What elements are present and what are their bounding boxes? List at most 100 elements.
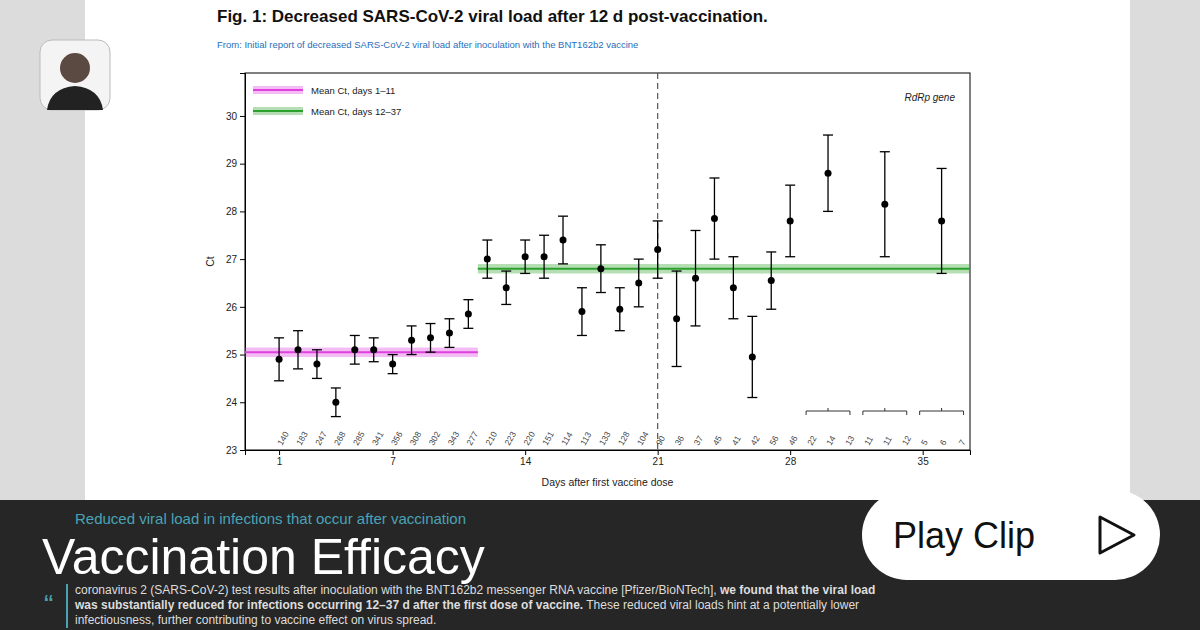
data-point [522, 253, 529, 260]
data-point [825, 170, 832, 177]
error-bar-cap [596, 244, 606, 245]
error-bar-cap [350, 335, 360, 336]
x-tick: 7 [390, 450, 396, 467]
error-bar-cap [331, 387, 341, 388]
error-bar [615, 288, 625, 331]
error-bar [785, 185, 795, 257]
sample-size-label: 285 [351, 429, 367, 447]
data-point [446, 330, 453, 337]
x-tick-label: 1 [277, 456, 283, 467]
error-bar [880, 152, 890, 257]
x-tick-label: 7 [390, 456, 396, 467]
sample-size-label: 104 [635, 429, 651, 447]
data-point [295, 346, 302, 353]
plot-marks [245, 73, 970, 450]
y-tick-label: 29 [226, 158, 238, 169]
error-bar-cap [596, 292, 606, 293]
error-bar [709, 178, 719, 259]
error-bar-cap [539, 235, 549, 236]
x-tick-mark [790, 450, 791, 455]
reference-line [657, 73, 658, 450]
sample-size-label: 11 [881, 434, 894, 447]
excerpt-segment: coronavirus 2 (SARS-CoV-2) test results … [75, 583, 720, 597]
sample-size-label: 343 [446, 429, 462, 447]
quote-bar [66, 584, 68, 628]
sample-size-label: 133 [597, 429, 613, 447]
y-axis: 2324252627282930 [226, 74, 246, 456]
sample-size-label: 36 [673, 434, 687, 447]
play-button-label[interactable]: Play Clip [893, 515, 1035, 556]
sample-size-label: 210 [483, 429, 499, 447]
y-axis-title: Ct [204, 256, 216, 267]
legend: Mean Ct, days 1–11Mean Ct, days 12–37 [253, 85, 401, 117]
avatar [40, 40, 110, 110]
error-bar [539, 235, 549, 278]
y-tick-label: 27 [226, 254, 238, 265]
background [0, 0, 1200, 500]
play-button-bg[interactable] [862, 490, 1160, 580]
data-point [332, 399, 339, 406]
sample-size-label: 11 [862, 434, 875, 447]
error-bar-cap [482, 278, 492, 279]
sample-size-label: 22 [805, 434, 819, 447]
error-bar-cap [520, 239, 530, 240]
group-bracket [806, 408, 850, 415]
y-tick: 28 [226, 206, 245, 217]
error-bar-cap [937, 273, 947, 274]
excerpt-line: coronavirus 2 (SARS-CoV-2) test results … [75, 583, 875, 597]
error-bar-cap [312, 378, 322, 379]
y-tick: 25 [226, 349, 245, 360]
excerpt-line: was substantially reduced for infections… [74, 598, 859, 612]
error-bar-cap [482, 239, 492, 240]
chart-title: Fig. 1: Decreased SARS-CoV-2 viral load … [217, 7, 768, 26]
error-bar-cap [634, 306, 644, 307]
x-tick: 21 [653, 450, 665, 467]
figure-panel [85, 0, 1130, 500]
error-bar-cap [558, 263, 568, 264]
data-point [465, 310, 472, 317]
error-bar-cap [426, 352, 436, 353]
error-bar-cap [293, 368, 303, 369]
error-bar [672, 271, 682, 366]
error-bar [350, 335, 360, 364]
sample-size-label: 128 [616, 429, 632, 447]
error-bar-cap [350, 363, 360, 364]
sample-size-label: 223 [502, 429, 518, 447]
sample-size-label: 302 [427, 429, 443, 447]
error-bar-cap [312, 349, 322, 350]
x-tick-mark [658, 450, 659, 455]
error-bar-cap [501, 270, 511, 271]
error-bar-cap [653, 278, 663, 279]
sample-size-label: 45 [711, 434, 725, 447]
error-bar-cap [407, 354, 417, 355]
error-bar [937, 168, 947, 273]
y-tick: 26 [226, 302, 245, 313]
x-tick-mark [393, 450, 394, 455]
group-bracket [920, 408, 964, 415]
data-point [768, 277, 775, 284]
sample-size-label: 151 [540, 429, 556, 447]
data-point [692, 275, 699, 282]
y-tick-mark [240, 116, 245, 117]
error-bar-cap [577, 287, 587, 288]
error-bar [558, 216, 568, 264]
y-tick-label: 30 [226, 111, 238, 122]
error-bar-cap [747, 397, 757, 398]
error-bar-cap [672, 366, 682, 367]
error-bar-cap [444, 347, 454, 348]
y-tick-label: 23 [226, 445, 238, 456]
sample-size-label: 277 [464, 429, 480, 447]
error-bar-cap [615, 287, 625, 288]
error-bar-cap [823, 211, 833, 212]
x-tick-mark [279, 450, 280, 455]
play-icon[interactable] [1100, 517, 1134, 553]
error-bar-cap [331, 416, 341, 417]
y-tick: 29 [226, 158, 245, 169]
x-tick-label: 28 [785, 456, 797, 467]
group-bracket [863, 408, 907, 415]
sample-size-label: 56 [767, 434, 781, 447]
sample-size-label: 113 [578, 430, 594, 447]
y-tick-label: 28 [226, 206, 238, 217]
sample-size-label: 308 [408, 429, 424, 447]
play-button[interactable]: Play Clip [862, 490, 1160, 580]
